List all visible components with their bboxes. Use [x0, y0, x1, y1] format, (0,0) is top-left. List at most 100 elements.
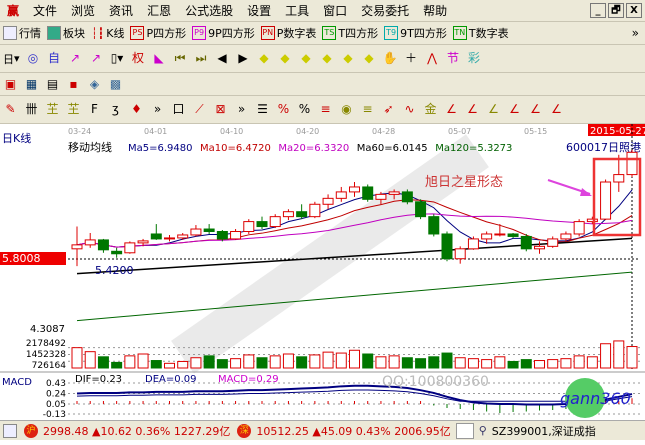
zoom-in-icon[interactable]: ◆	[343, 51, 353, 65]
gann-box-icon[interactable]: ⊠	[215, 102, 226, 116]
fib-icon[interactable]: F	[91, 102, 98, 116]
coin-icon[interactable]: ◉	[341, 102, 352, 116]
right-icon[interactable]: ▶	[238, 51, 248, 65]
candle-body	[203, 228, 215, 233]
chart-style-icon[interactable]: ◎	[27, 51, 39, 65]
menu-item[interactable]: 帮助	[423, 4, 448, 18]
spiral-icon[interactable]: ʒ	[112, 102, 119, 116]
percent-icon[interactable]: %	[298, 102, 311, 116]
menu-item[interactable]: 文件	[33, 4, 58, 18]
menu-item[interactable]: 资讯	[109, 4, 134, 18]
flag-icon[interactable]: ◣	[154, 51, 164, 65]
weight-icon[interactable]: 权	[132, 51, 145, 65]
more-icon[interactable]: »	[631, 26, 639, 40]
close-button[interactable]: X	[626, 3, 642, 18]
more-icon[interactable]: »	[153, 102, 162, 116]
grid-icon[interactable]	[3, 423, 17, 438]
left-icon[interactable]: ◀	[217, 51, 227, 65]
status-input[interactable]	[455, 422, 474, 439]
line-tool-icon[interactable]: ⋀	[427, 51, 437, 65]
box-icon[interactable]: 口	[172, 102, 185, 116]
notes-icon[interactable]: ▤	[46, 76, 59, 91]
toolbar-button-label: T四方形	[338, 27, 379, 40]
menu-item[interactable]: 汇恩	[147, 4, 172, 18]
crosshair-icon[interactable]: ＋	[405, 51, 418, 65]
stock-name: 日照港	[608, 141, 641, 154]
toolbar-button[interactable]: PS P四方形	[130, 25, 186, 41]
print-icon[interactable]: ▩	[109, 76, 122, 91]
win-angle-icon[interactable]: ∠	[530, 102, 541, 116]
candle-type-icon[interactable]: ▯▾	[110, 51, 124, 65]
gold-angle-icon[interactable]: ∠	[488, 102, 499, 116]
menu-item[interactable]: 窗口	[323, 4, 348, 18]
ruler-icon[interactable]: ☰	[257, 102, 268, 116]
shanghai-index[interactable]: 2998.48 ▲10.62 0.36% 1227.29亿	[43, 424, 231, 438]
macd-title: MACD	[2, 377, 32, 388]
macd-tick: -0.13	[43, 410, 66, 418]
gold2-icon[interactable]: 芏	[67, 102, 80, 116]
percent-lines-icon[interactable]: ≡	[320, 102, 331, 116]
fan-icon[interactable]: ⟋	[195, 102, 204, 116]
more2-icon[interactable]: »	[237, 102, 246, 116]
volume-bar	[507, 360, 519, 369]
kline-chart[interactable]: 日K线 2015-05-27 03-24 04-01 04-10 04-20 04-28…	[0, 124, 645, 420]
volume-bar	[573, 355, 585, 369]
kline-button[interactable]: ┆┇ K线	[91, 26, 125, 41]
shift-left-icon[interactable]: ◆	[259, 51, 269, 65]
volume-tick: 2178492	[26, 339, 66, 349]
chart-canvas[interactable]: 日K线 2015-05-27 03-24 04-01 04-10 04-20 04-28…	[0, 124, 645, 420]
pattern-icon[interactable]: 彩	[468, 51, 481, 65]
menu-item[interactable]: 设置	[247, 4, 272, 18]
quotes-button[interactable]: 行情	[3, 25, 41, 41]
zoom-out-icon[interactable]: ◆	[364, 51, 374, 65]
grid-lines-icon[interactable]: 卌	[25, 102, 38, 116]
save-icon[interactable]: ▪	[69, 76, 78, 91]
menu-item[interactable]: 工具	[285, 4, 310, 18]
menu-item[interactable]: 公式选股	[185, 4, 234, 18]
arrow-icon[interactable]: ➶	[383, 102, 394, 116]
macd-dif: DIF=0.23	[75, 374, 122, 385]
expand-icon[interactable]: ◆	[301, 51, 311, 65]
candle-body	[600, 181, 612, 220]
section-icon[interactable]: 节	[447, 51, 460, 65]
angle-icon[interactable]: ∠	[446, 102, 457, 116]
network-icon[interactable]: ◈	[89, 76, 100, 91]
gold-lines-icon[interactable]: ≡	[362, 102, 373, 116]
candle-body	[481, 233, 493, 240]
last-icon[interactable]: ⏭	[195, 51, 207, 65]
calendar-icon[interactable]: ▣	[4, 76, 17, 91]
toolbar-button[interactable]: TS T四方形	[322, 25, 378, 41]
period-dropdown[interactable]: 日 ▾	[3, 52, 20, 66]
four-angle-icon[interactable]: ∠	[551, 102, 562, 116]
marker-icon[interactable]: ♦	[131, 102, 142, 116]
shift-right-icon[interactable]: ◆	[280, 51, 290, 65]
toolbar-button[interactable]: TN T数字表	[452, 25, 509, 41]
gold-fan-icon[interactable]: 金	[424, 102, 437, 116]
f-angle-icon[interactable]: ∠	[467, 102, 478, 116]
hand-icon[interactable]: ✋	[382, 51, 398, 65]
restore-button[interactable]: 🗗	[608, 3, 624, 18]
menu-item[interactable]: 交易委托	[361, 4, 410, 18]
shrink-icon[interactable]: ◆	[322, 51, 332, 65]
pen-icon[interactable]: ✎	[5, 102, 16, 116]
info-icon[interactable]: 自	[48, 51, 61, 65]
toolbar-button[interactable]: T9 9T四方形	[384, 25, 447, 41]
toolbar-button[interactable]: P9 9P四方形	[192, 25, 255, 41]
god-angle-icon[interactable]: ∠	[509, 102, 520, 116]
volume-bar	[600, 343, 612, 369]
menu-item[interactable]: 浏览	[71, 4, 96, 18]
volume-bar	[560, 358, 572, 369]
minimize-button[interactable]: _	[590, 3, 606, 18]
candle-body	[164, 237, 175, 240]
first-icon[interactable]: ⏮	[174, 51, 186, 65]
calculator-icon[interactable]: ▦	[25, 76, 38, 91]
bars3-icon[interactable]: ↗	[70, 51, 81, 65]
toolbar-button[interactable]: PN P数字表	[260, 25, 316, 41]
sector-button[interactable]: 板块	[47, 25, 85, 41]
annotation-arrowhead	[580, 188, 592, 196]
bars9-icon[interactable]: ↗	[91, 51, 102, 65]
shenzhen-index[interactable]: 10512.25 ▲45.09 0.43% 2006.95亿	[256, 424, 451, 438]
wave-icon[interactable]: ∿	[404, 102, 415, 116]
percent-fan-icon[interactable]: %	[277, 102, 290, 116]
gold-icon[interactable]: 芏	[46, 102, 59, 116]
